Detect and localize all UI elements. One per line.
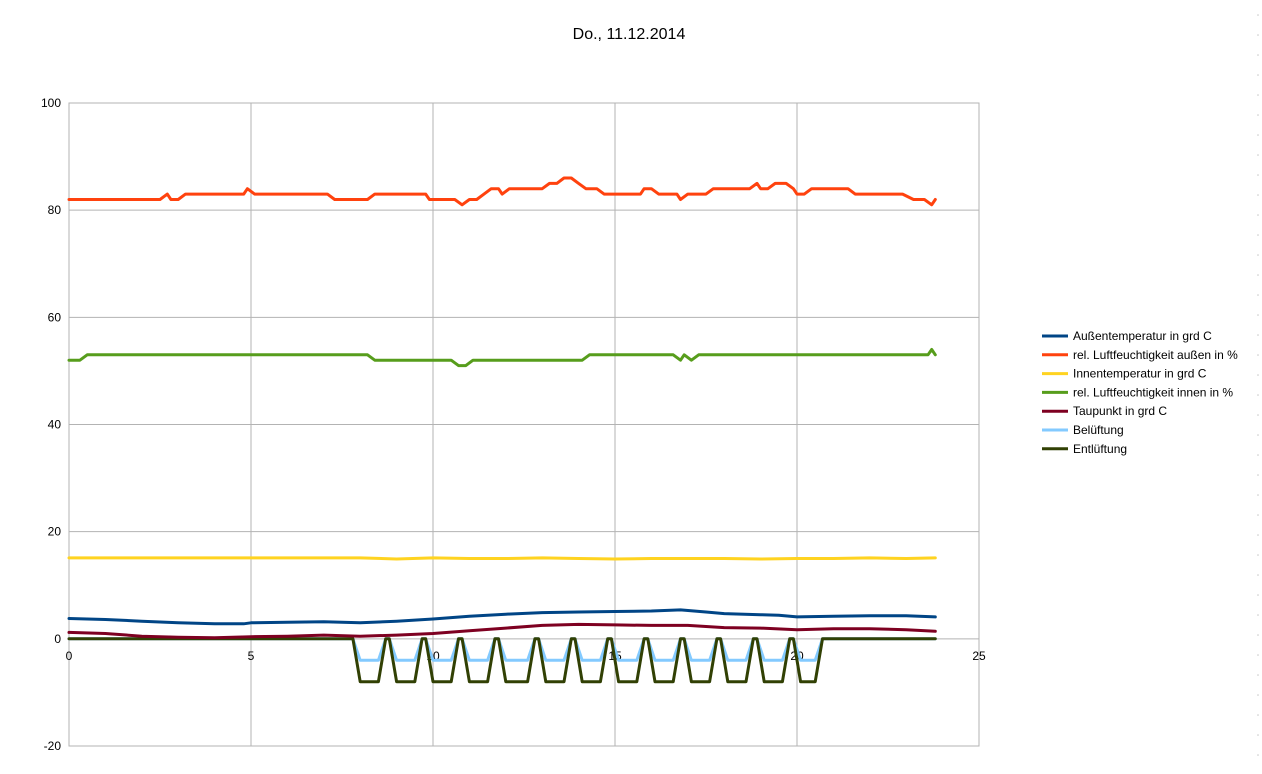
legend-label: rel. Luftfeuchtigkeit innen in % bbox=[1073, 385, 1233, 399]
edge-dot bbox=[1257, 594, 1259, 596]
legend-label: Innentemperatur in grd C bbox=[1073, 367, 1207, 381]
x-tick-label: 5 bbox=[248, 649, 255, 663]
edge-dot bbox=[1257, 694, 1259, 696]
edge-dot bbox=[1257, 634, 1259, 636]
edge-dot bbox=[1257, 614, 1259, 616]
plot-area-frame bbox=[68, 102, 980, 747]
edge-dot bbox=[1257, 414, 1259, 416]
legend-label: Außentemperatur in grd C bbox=[1073, 329, 1212, 343]
edge-dot bbox=[1257, 534, 1259, 536]
edge-dot bbox=[1257, 174, 1259, 176]
edge-dot bbox=[1257, 754, 1259, 756]
edge-dot bbox=[1257, 254, 1259, 256]
grid-lines bbox=[68, 102, 980, 747]
edge-dot bbox=[1257, 494, 1259, 496]
edge-dot bbox=[1257, 374, 1259, 376]
edge-dot bbox=[1257, 714, 1259, 716]
y-tick-label: 80 bbox=[48, 203, 62, 217]
y-tick-label: 100 bbox=[41, 96, 61, 110]
legend-label: Entlüftung bbox=[1073, 442, 1127, 456]
edge-dot bbox=[1257, 574, 1259, 576]
series-line-3 bbox=[67, 348, 937, 368]
edge-dot bbox=[1257, 334, 1259, 336]
edge-dot bbox=[1257, 654, 1259, 656]
page-edge-dots bbox=[1257, 14, 1259, 756]
edge-dot bbox=[1257, 674, 1259, 676]
series-layer bbox=[67, 176, 937, 684]
y-tick-label: 0 bbox=[54, 632, 61, 646]
chart-title: Do., 11.12.2014 bbox=[573, 26, 686, 43]
edge-dot bbox=[1257, 34, 1259, 36]
series-line-0 bbox=[67, 608, 937, 626]
series-line-6 bbox=[67, 637, 937, 684]
edge-dot bbox=[1257, 234, 1259, 236]
edge-dot bbox=[1257, 14, 1259, 16]
series-line-4 bbox=[67, 622, 937, 640]
edge-dot bbox=[1257, 194, 1259, 196]
edge-dot bbox=[1257, 314, 1259, 316]
edge-dot bbox=[1257, 74, 1259, 76]
y-tick-label: 20 bbox=[48, 525, 62, 539]
y-tick-label: 60 bbox=[48, 310, 62, 324]
edge-dot bbox=[1257, 214, 1259, 216]
edge-dot bbox=[1257, 354, 1259, 356]
edge-dot bbox=[1257, 454, 1259, 456]
edge-dot bbox=[1257, 54, 1259, 56]
edge-dot bbox=[1257, 154, 1259, 156]
legend: Außentemperatur in grd C rel. Luftfeuchti… bbox=[1042, 329, 1238, 456]
edge-dot bbox=[1257, 94, 1259, 96]
x-tick-label: 25 bbox=[972, 649, 986, 663]
x-tick-label: 0 bbox=[66, 649, 73, 663]
edge-dot bbox=[1257, 134, 1259, 136]
legend-label: Belüftung bbox=[1073, 423, 1124, 437]
edge-dot bbox=[1257, 114, 1259, 116]
edge-dot bbox=[1257, 474, 1259, 476]
edge-dot bbox=[1257, 294, 1259, 296]
edge-dot bbox=[1257, 394, 1259, 396]
edge-dot bbox=[1257, 274, 1259, 276]
y-tick-label: 40 bbox=[48, 418, 62, 432]
legend-label: rel. Luftfeuchtigkeit außen in % bbox=[1073, 348, 1238, 362]
edge-dot bbox=[1257, 734, 1259, 736]
edge-dot bbox=[1257, 434, 1259, 436]
edge-dot bbox=[1257, 554, 1259, 556]
legend-label: Taupunkt in grd C bbox=[1073, 404, 1167, 418]
edge-dot bbox=[1257, 514, 1259, 516]
series-line-2 bbox=[67, 556, 937, 561]
y-tick-label: -20 bbox=[44, 739, 62, 753]
series-line-1 bbox=[67, 176, 937, 207]
